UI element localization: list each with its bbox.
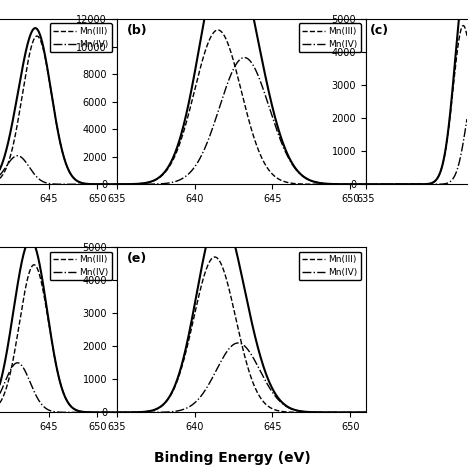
Mn(IV)	[100, 182, 105, 187]
Text: Binding Energy (eV): Binding Energy (eV)	[154, 450, 310, 465]
Mn(III)	[422, 181, 428, 187]
Mn(IV)	[410, 182, 415, 187]
Mn(III)	[127, 410, 132, 415]
Mn(IV)	[235, 340, 241, 346]
Mn(III)	[242, 101, 247, 107]
Mn(III)	[410, 182, 415, 187]
Mn(III)	[84, 410, 90, 415]
Mn(IV)	[127, 182, 132, 187]
Line: Mn(III): Mn(III)	[0, 36, 136, 184]
Line: Mn(III): Mn(III)	[0, 265, 136, 412]
Mn(IV)	[84, 182, 90, 187]
Mn(III)	[127, 410, 132, 415]
Line: Mn(IV): Mn(IV)	[0, 156, 136, 184]
Text: (c): (c)	[370, 24, 389, 37]
Mn(III)	[233, 316, 239, 322]
Line: Mn(III): Mn(III)	[86, 30, 412, 184]
Mn(IV)	[127, 410, 132, 415]
Mn(IV)	[127, 182, 132, 187]
Mn(III)	[340, 410, 346, 415]
Mn(IV)	[7, 368, 13, 374]
Mn(III)	[133, 410, 139, 415]
Mn(IV)	[100, 410, 105, 415]
Mn(IV)	[233, 340, 239, 346]
Mn(IV)	[242, 55, 247, 60]
Mn(III)	[400, 410, 406, 415]
Mn(III)	[31, 262, 37, 268]
Mn(IV)	[340, 410, 346, 415]
Mn(III)	[83, 182, 89, 187]
Line: Mn(III): Mn(III)	[351, 26, 474, 184]
Mn(III)	[215, 27, 221, 33]
Mn(IV)	[418, 182, 424, 187]
Mn(III)	[7, 155, 13, 160]
Line: Mn(IV): Mn(IV)	[351, 85, 474, 184]
Mn(III)	[100, 182, 105, 187]
Mn(IV)	[127, 410, 132, 415]
Mn(IV)	[410, 410, 415, 415]
Mn(III)	[400, 182, 406, 187]
Mn(IV)	[83, 182, 89, 187]
Mn(IV)	[13, 153, 19, 159]
Mn(III)	[212, 254, 218, 260]
Mn(IV)	[400, 182, 406, 187]
Mn(IV)	[15, 360, 20, 365]
Mn(III)	[13, 128, 19, 133]
Mn(III)	[340, 182, 346, 187]
Mn(III)	[7, 371, 13, 377]
Mn(III)	[83, 410, 89, 415]
Mn(IV)	[400, 410, 406, 415]
Mn(IV)	[233, 62, 239, 67]
Mn(IV)	[15, 153, 20, 159]
Mn(IV)	[13, 360, 19, 366]
Line: Mn(IV): Mn(IV)	[0, 363, 136, 412]
Mn(IV)	[473, 82, 474, 88]
Legend: Mn(III), Mn(IV): Mn(III), Mn(IV)	[299, 252, 361, 281]
Mn(IV)	[422, 182, 428, 187]
Line: Mn(IV): Mn(IV)	[86, 57, 412, 184]
Mn(IV)	[83, 410, 89, 415]
Mn(III)	[100, 410, 105, 415]
Legend: Mn(III), Mn(IV): Mn(III), Mn(IV)	[50, 252, 112, 281]
Mn(III)	[242, 353, 247, 359]
Legend: Mn(III), Mn(IV): Mn(III), Mn(IV)	[299, 24, 361, 52]
Mn(III)	[84, 181, 90, 187]
Mn(III)	[460, 23, 466, 28]
Mn(III)	[133, 182, 139, 187]
Mn(IV)	[133, 410, 139, 415]
Mn(III)	[468, 61, 474, 67]
Mn(III)	[356, 182, 362, 187]
Mn(IV)	[242, 343, 247, 349]
Mn(III)	[348, 182, 354, 187]
Mn(III)	[400, 182, 406, 187]
Mn(IV)	[348, 182, 354, 187]
Mn(III)	[400, 410, 406, 415]
Mn(III)	[418, 182, 424, 187]
Mn(IV)	[340, 182, 346, 187]
Mn(IV)	[468, 94, 474, 100]
Mn(IV)	[400, 410, 406, 415]
Mn(III)	[410, 410, 415, 415]
Text: (e): (e)	[127, 252, 147, 265]
Mn(IV)	[242, 55, 247, 60]
Mn(III)	[127, 182, 132, 187]
Legend: Mn(III), Mn(IV): Mn(III), Mn(IV)	[50, 24, 112, 52]
Line: Mn(IV): Mn(IV)	[86, 343, 412, 412]
Mn(III)	[34, 33, 40, 39]
Mn(IV)	[84, 410, 90, 415]
Mn(IV)	[356, 182, 362, 187]
Mn(IV)	[7, 158, 13, 164]
Mn(IV)	[400, 182, 406, 187]
Mn(III)	[233, 67, 239, 73]
Mn(III)	[127, 182, 132, 187]
Mn(III)	[13, 339, 19, 345]
Line: Mn(III): Mn(III)	[86, 257, 412, 412]
Mn(IV)	[133, 182, 139, 187]
Text: (b): (b)	[127, 24, 147, 37]
